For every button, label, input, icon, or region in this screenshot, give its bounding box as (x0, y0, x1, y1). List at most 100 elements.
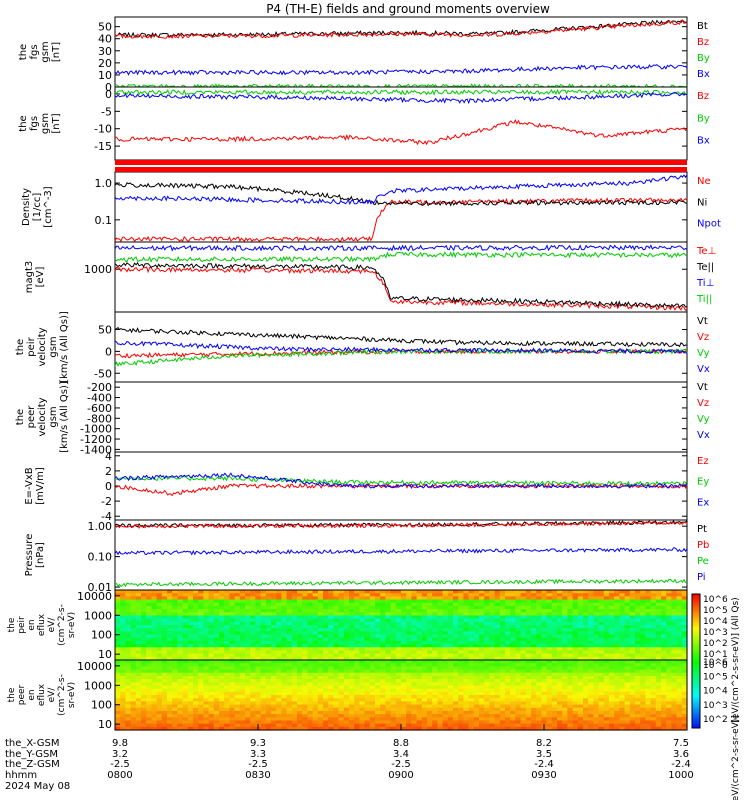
spectrogram-cell (624, 720, 631, 725)
spectrogram-cell (312, 660, 319, 664)
spectrogram-cell (224, 679, 230, 683)
spectrogram-cell (364, 615, 371, 620)
spectrogram-cell (187, 717, 194, 722)
spectrogram-cell (411, 688, 418, 693)
spectrogram-cell (671, 660, 678, 664)
spectrogram-cell (302, 631, 308, 636)
spectrogram-cell (323, 691, 329, 696)
spectrogram-cell (312, 685, 319, 690)
spectrogram-cell (411, 707, 418, 712)
spectrogram-cell (146, 625, 152, 629)
spectrogram-cell (385, 660, 392, 664)
spectrogram-cell (167, 593, 173, 597)
spectrogram-cell (593, 612, 600, 617)
spectrogram-cell (583, 625, 589, 629)
spectrogram-cell (411, 615, 418, 620)
spectrogram-cell (271, 599, 277, 604)
spectrogram-cell (671, 685, 678, 690)
spectrogram-cell (525, 720, 532, 725)
spectrogram-cell (167, 605, 173, 610)
spectrogram-cell (141, 644, 147, 648)
spectrogram-cell (125, 618, 132, 623)
series-line-Pe (115, 578, 688, 588)
spectrogram-cell (219, 590, 225, 594)
spectrogram-cell (146, 679, 152, 683)
spectrogram-cell (661, 691, 667, 696)
y-tick-label: 40 (98, 33, 112, 46)
spectrogram-cell (603, 679, 610, 683)
spectrogram-cell (156, 640, 163, 645)
spectrogram-cell (208, 596, 215, 601)
spectrogram-cell (312, 714, 319, 718)
spectrogram-cell (447, 656, 454, 661)
spectrogram-cell (364, 650, 371, 655)
spectrogram-cell (541, 656, 548, 661)
spectrogram-cell (666, 621, 672, 626)
spectrogram-cell (317, 634, 324, 639)
spectrogram-cell (510, 596, 516, 601)
spectrogram-cell (463, 650, 470, 655)
spectrogram-cell (297, 688, 303, 693)
spectrogram-cell (229, 590, 236, 594)
spectrogram-cell (499, 666, 506, 671)
spectrogram-cell (385, 612, 392, 617)
spectrogram-cell (598, 672, 605, 677)
spectrogram-cell (531, 650, 537, 655)
spectrogram-cell (520, 701, 527, 706)
spectrogram-cell (494, 660, 501, 664)
spectrogram-cell (297, 593, 303, 597)
spectrogram-cell (650, 634, 657, 639)
spectrogram-cell (442, 628, 449, 632)
spectrogram-cell (401, 644, 407, 648)
spectrogram-cell (557, 590, 563, 594)
spectrogram-cell (421, 695, 428, 699)
spectrogram-cell (135, 615, 142, 620)
spectrogram-cell (525, 714, 532, 718)
spectrogram-cell (614, 726, 620, 731)
spectrogram-cell (369, 691, 376, 696)
spectrogram-cell (172, 602, 178, 607)
spectrogram-cell (650, 669, 657, 674)
spectrogram-cell (510, 691, 516, 696)
spectrogram-cell (484, 714, 490, 718)
spectrogram-cell (416, 698, 423, 702)
spectrogram-cell (551, 605, 558, 610)
spectrogram-cell (432, 666, 438, 671)
spectrogram-cell (640, 691, 646, 696)
spectrogram-cell (557, 644, 563, 648)
spectrogram-cell (473, 605, 480, 610)
spectrogram-cell (219, 663, 225, 667)
spectrogram-cell (291, 621, 298, 626)
spectrogram-cell (499, 628, 506, 632)
spectrogram-cell (141, 666, 147, 671)
spectrogram-cell (453, 704, 459, 709)
legend-label: Bz (697, 37, 709, 48)
spectrogram-cell (463, 631, 470, 636)
spectrogram-cell (177, 640, 184, 645)
spectrogram-cell (635, 710, 641, 715)
spectrogram-cell (255, 605, 262, 610)
spectrogram-cell (432, 644, 438, 648)
spectrogram-cell (453, 723, 459, 728)
spectrogram-cell (286, 596, 293, 601)
spectrogram-cell (338, 688, 345, 693)
spectrogram-cell (312, 653, 319, 658)
spectrogram-cell (395, 647, 402, 652)
spectrogram-cell (312, 723, 319, 728)
spectrogram-cell (421, 599, 428, 604)
spectrogram-cell (317, 714, 324, 718)
spectrogram-cell (624, 609, 631, 613)
spectrogram-cell (447, 669, 454, 674)
spectrogram-cell (583, 720, 589, 725)
spectrogram-cell (588, 669, 594, 674)
spectrogram-cell (401, 590, 407, 594)
spectrogram-cell (395, 710, 402, 715)
spectrogram-cell (588, 599, 594, 604)
spectrogram-cell (307, 720, 314, 725)
spectrogram-cell (213, 644, 220, 648)
spectrogram-cell (432, 685, 438, 690)
spectrogram-cell (650, 672, 657, 677)
spectrogram-cell (151, 714, 158, 718)
spectrogram-cell (369, 679, 376, 683)
spectrogram-cell (609, 704, 615, 709)
